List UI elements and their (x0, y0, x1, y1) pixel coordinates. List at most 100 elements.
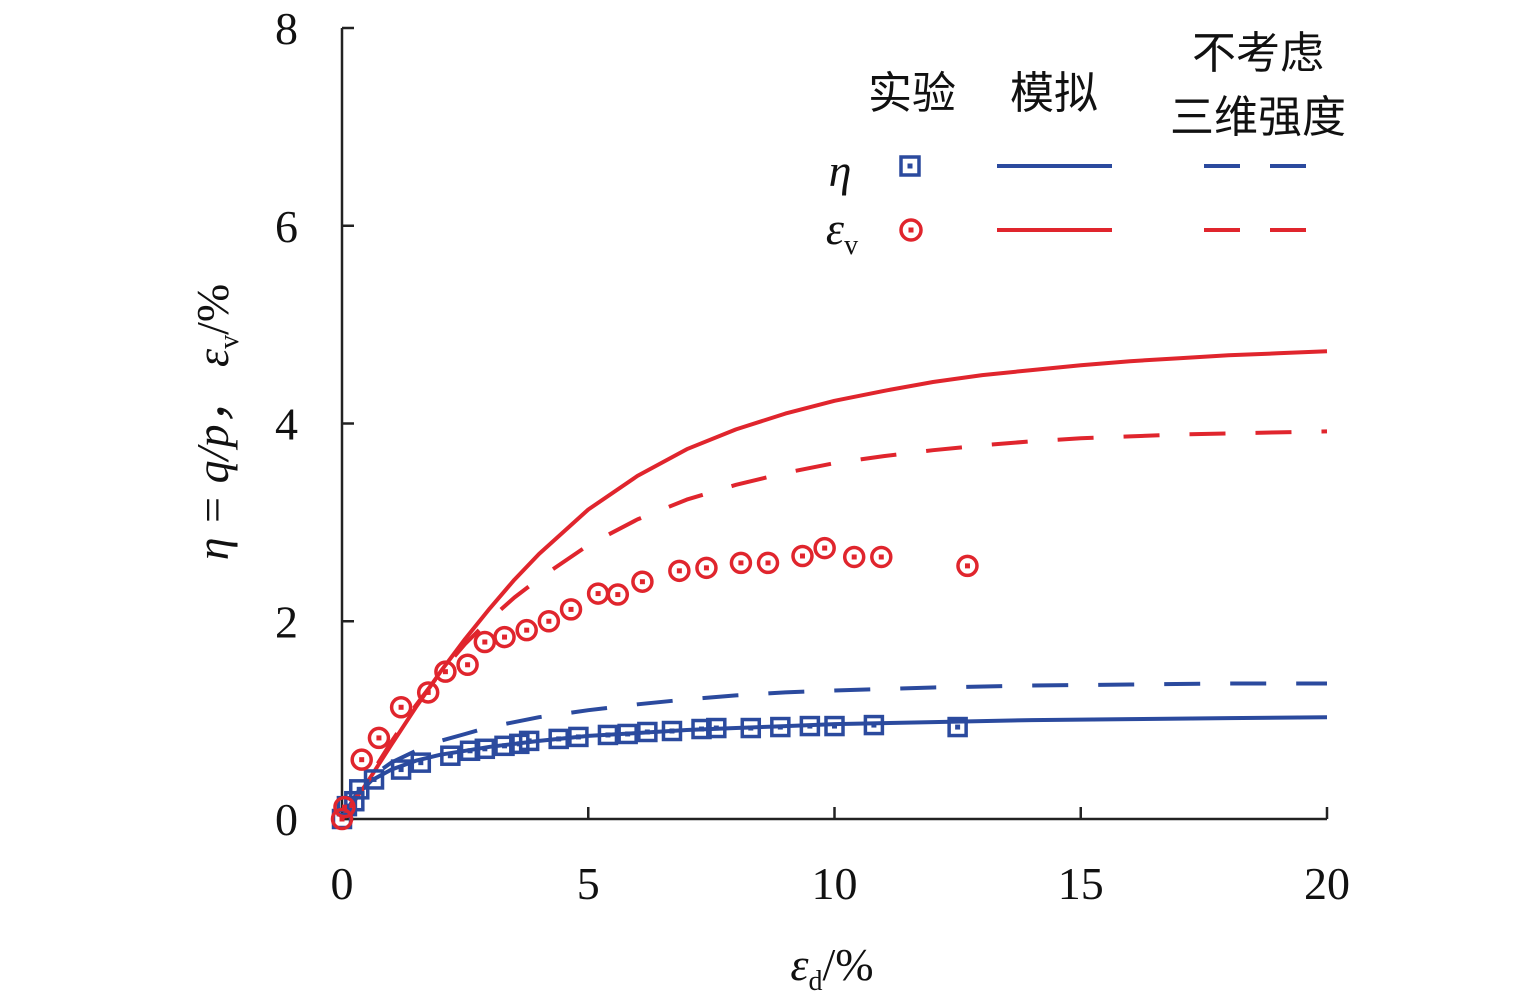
point-center-dot (398, 704, 404, 710)
markers-group (330, 536, 979, 831)
point-center-dot (605, 732, 611, 738)
point-circle (842, 545, 866, 569)
point-square (637, 721, 658, 743)
point-circle (434, 660, 457, 683)
point-center-dot (738, 560, 744, 566)
point-square (661, 720, 683, 742)
point-eta_experiment-7 (440, 745, 461, 766)
point-ev_experiment-2 (350, 748, 373, 771)
point-square (863, 714, 885, 736)
y-axis-label: η = q/p， εv/% (187, 284, 245, 560)
x-tick-label-15: 15 (1058, 858, 1104, 909)
point-center-dot (822, 545, 828, 551)
point-center-dot (447, 753, 453, 759)
y-tick-label-4: 4 (275, 399, 298, 450)
point-square (410, 752, 432, 773)
point-center-dot (748, 725, 754, 731)
point-ev_experiment-6 (434, 660, 457, 683)
point-eta_experiment-16 (617, 723, 638, 745)
legend-header-no3d-line2: 三维强度 (1170, 92, 1346, 143)
point-square (740, 717, 762, 739)
point-ev_experiment-4 (389, 696, 413, 719)
point-center-dot (418, 760, 424, 766)
legend-header-simulation: 模拟 (1010, 68, 1098, 119)
point-ev_experiment-12 (559, 598, 583, 621)
point-ev_experiment-15 (631, 570, 654, 593)
point-center-dot (556, 736, 562, 742)
point-eta_experiment-20 (706, 717, 727, 739)
point-center-dot (356, 786, 362, 792)
point-eta_experiment-25 (863, 714, 885, 736)
point-square (474, 738, 496, 760)
point-ev_experiment-14 (606, 583, 630, 606)
point-center-dot (851, 554, 857, 560)
y-tick-label-2: 2 (275, 596, 298, 647)
point-square (363, 769, 385, 790)
point-eta_experiment-19 (691, 718, 712, 740)
point-circle (456, 653, 479, 677)
legend-label-ev: εv (826, 203, 858, 261)
point-center-dot (878, 554, 884, 560)
point-circle (537, 610, 561, 633)
point-circle (756, 551, 780, 575)
legend: 实验 模拟 不考虑 三维强度 η εv (826, 28, 1346, 261)
axes-group: 0 5 10 15 20 0 2 4 6 8 (275, 3, 1350, 909)
point-center-dot (425, 689, 431, 695)
point-center-dot (482, 639, 488, 645)
series-line-eta_simulation (340, 715, 1328, 821)
point-ev_experiment-19 (756, 551, 780, 575)
point-center-dot (703, 565, 709, 571)
point-square (597, 724, 619, 746)
point-circle (515, 618, 538, 642)
point-center-dot (502, 634, 508, 640)
x-tick-label-5: 5 (577, 858, 600, 909)
point-square (568, 726, 589, 748)
point-center-dot (669, 728, 675, 734)
point-circle (668, 559, 691, 583)
point-center-dot (777, 724, 783, 730)
point-center-dot (398, 767, 404, 773)
point-square (617, 723, 638, 745)
point-center-dot (644, 729, 650, 735)
point-ev_experiment-13 (586, 582, 610, 605)
point-eta_experiment-26 (947, 716, 968, 738)
point-circle (333, 795, 356, 819)
legend-marker-eta-square-dot (907, 163, 913, 169)
point-ev_experiment-18 (729, 551, 753, 575)
point-center-dot (467, 748, 473, 754)
point-center-dot (482, 746, 488, 752)
point-center-dot (595, 591, 601, 597)
point-center-dot (871, 722, 877, 728)
point-eta_experiment-22 (770, 716, 791, 738)
point-square (459, 740, 481, 762)
point-circle (631, 570, 654, 593)
point-ev_experiment-8 (473, 630, 497, 654)
point-center-dot (699, 726, 705, 732)
x-tick-label-20: 20 (1304, 858, 1350, 909)
point-circle (416, 681, 440, 704)
point-circle (389, 696, 413, 719)
point-center-dot (639, 579, 645, 585)
point-center-dot (964, 563, 970, 569)
point-eta_experiment-4 (363, 769, 385, 790)
point-eta_experiment-13 (548, 728, 569, 750)
legend-header-experiment: 实验 (868, 68, 956, 119)
point-circle (559, 598, 583, 621)
point-circle (350, 748, 373, 771)
point-square (390, 759, 412, 780)
point-eta_experiment-14 (568, 726, 589, 748)
point-eta_experiment-24 (824, 715, 845, 737)
point-eta_experiment-18 (661, 720, 683, 742)
point-center-dot (713, 725, 719, 731)
point-ev_experiment-24 (956, 554, 979, 578)
series-line-ev_no3d (340, 429, 1328, 821)
point-ev_experiment-11 (537, 610, 561, 633)
point-eta_experiment-12 (518, 730, 540, 752)
legend-label-eta: η (829, 145, 852, 196)
point-square (947, 716, 968, 738)
point-ev_experiment-10 (515, 618, 538, 642)
point-circle (729, 551, 753, 575)
point-square (440, 745, 461, 766)
point-ev_experiment-9 (493, 625, 516, 649)
x-axis-label: εd/% (790, 939, 873, 997)
